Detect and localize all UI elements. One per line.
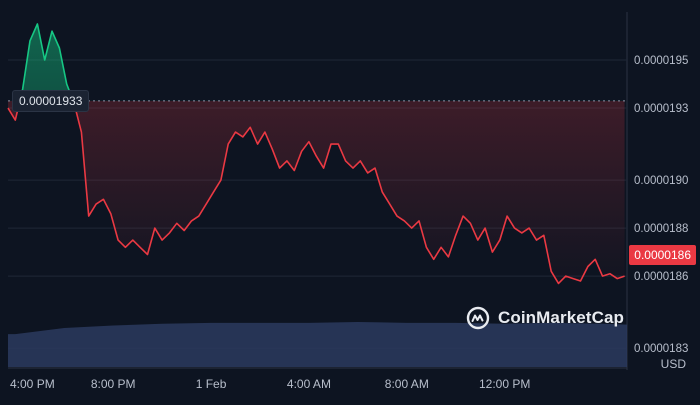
down-area-fill — [8, 100, 625, 284]
coinmarketcap-logo-icon — [466, 306, 490, 330]
y-tick-label: 0.0000190 — [634, 175, 688, 187]
x-tick-label: 12:00 PM — [479, 377, 530, 391]
price-line-down — [7, 100, 625, 285]
x-tick-label: 4:00 PM — [10, 377, 55, 391]
y-tick-label: 0.0000186 — [634, 271, 688, 283]
x-tick-label: 8:00 AM — [385, 377, 429, 391]
currency-label: USD — [660, 357, 686, 371]
y-axis: 0.0000195 0.0000193 0.0000190 0.0000188 0.00… — [634, 55, 688, 355]
x-tick-label: 1 Feb — [196, 377, 227, 391]
baseline-price-label: 0.00001933 — [12, 90, 90, 112]
y-tick-label: 0.0000183 — [634, 343, 688, 355]
coinmarketcap-watermark: CoinMarketCap — [466, 306, 624, 330]
x-tick-label: 4:00 AM — [287, 377, 331, 391]
x-axis: 4:00 PM 8:00 PM 1 Feb 4:00 AM 8:00 AM 12:00 P… — [10, 377, 530, 391]
volume-bars — [8, 322, 627, 367]
x-tick-label: 8:00 PM — [91, 377, 136, 391]
watermark-text: CoinMarketCap — [498, 308, 624, 327]
y-tick-label: 0.0000188 — [634, 223, 688, 235]
volume-area — [8, 322, 627, 367]
y-tick-label: 0.0000193 — [634, 103, 688, 115]
price-line — [7, 23, 625, 285]
last-price-label: 0.0000186 — [629, 245, 696, 265]
y-tick-label: 0.0000195 — [634, 55, 688, 67]
